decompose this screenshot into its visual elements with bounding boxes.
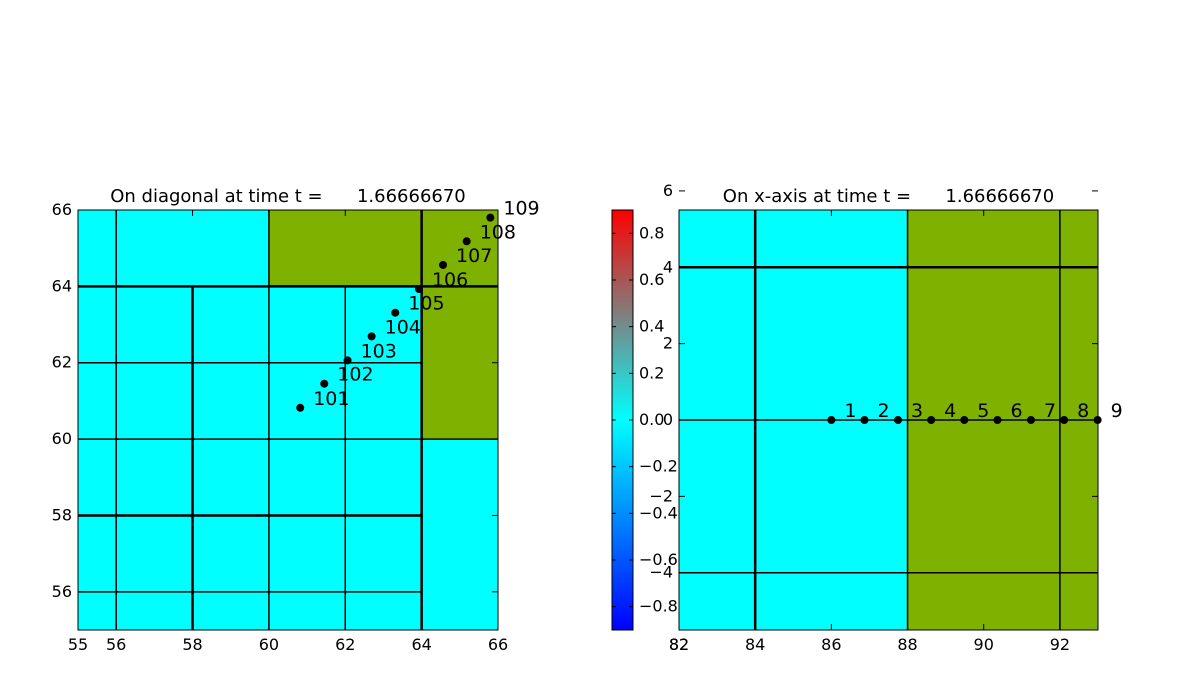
data-point [993, 416, 1002, 424]
grid-region [421, 210, 498, 287]
point-label: 106 [432, 269, 468, 291]
colorbar: −0.8 −0.6 −0.4 −0.2 0.0 0.2 0.4 0.6 0.8 [611, 209, 678, 631]
data-point [439, 260, 448, 269]
x-tick-label: 90 [974, 635, 994, 654]
y-tick-label: 62 [52, 353, 72, 372]
grid-region [421, 439, 498, 630]
grid-region [78, 286, 422, 630]
data-point [894, 416, 903, 424]
colorbar-tick-label: −0.6 [639, 550, 678, 569]
point-label: 1 [844, 400, 856, 422]
x-tick-label: 60 [259, 635, 279, 654]
data-point [486, 213, 495, 222]
grid-region [78, 210, 269, 287]
x-tick-label: 58 [182, 635, 202, 654]
data-point [414, 285, 423, 294]
data-point [1093, 416, 1102, 424]
y-tick-label: −2 [649, 486, 673, 505]
y-tick-label: 56 [52, 582, 72, 601]
y-tick-label: 2 [663, 334, 673, 353]
x-tick-label-min: 55 [68, 635, 88, 654]
diagonal-chart: 56 58 60 62 64 66 55 56 58 60 62 64 66 On diagonal at… [52, 186, 540, 654]
point-label: 109 [503, 198, 539, 220]
point-label: 4 [944, 400, 956, 422]
point-label: 108 [480, 221, 516, 243]
data-point [860, 416, 869, 424]
colorbar-tick-label: −0.8 [639, 597, 678, 616]
x-tick-label-min: 82 [669, 635, 689, 654]
grid-region [421, 286, 498, 440]
x-tick-label: 86 [821, 635, 841, 654]
point-label: 102 [337, 364, 373, 386]
chart-title: On x-axis at time t = 1.66666670 [723, 186, 1054, 207]
colorbar-tick-label: 0.4 [639, 317, 664, 336]
chart-title: On diagonal at time t = 1.66666670 [110, 186, 466, 207]
data-point [1060, 416, 1069, 424]
data-point [296, 403, 305, 412]
y-tick-label: 58 [52, 505, 72, 524]
data-point [927, 416, 936, 424]
y-tick-label: 4 [663, 257, 673, 276]
y-tick-label: 0 [663, 410, 673, 429]
data-point [960, 416, 969, 424]
point-label: 101 [313, 388, 349, 410]
point-label: 104 [385, 316, 421, 338]
data-point [462, 237, 471, 246]
data-point [391, 308, 400, 317]
x-tick-label: 88 [897, 635, 917, 654]
point-label: 7 [1044, 400, 1056, 422]
y-tick-label: −4 [649, 563, 673, 582]
grid-region [268, 210, 422, 287]
y-tick-label: 6 [663, 181, 673, 200]
axes-frame [77, 209, 499, 631]
point-label: 9 [1111, 400, 1123, 422]
point-label: 105 [408, 293, 444, 315]
data-point [1026, 416, 1035, 424]
point-label: 3 [911, 400, 923, 422]
data-point [367, 332, 376, 341]
x-tick-label: 64 [411, 635, 431, 654]
data-point [827, 416, 836, 424]
colorbar-tick-label: 0.6 [639, 270, 664, 289]
point-label: 107 [456, 245, 492, 267]
point-label: 6 [1010, 400, 1022, 422]
colorbar-tick-label: 0.8 [639, 223, 664, 242]
point-label: 2 [878, 400, 890, 422]
y-tick-label: 64 [52, 276, 72, 295]
colorbar-tick-label: 0.2 [639, 363, 664, 382]
point-label: 103 [361, 340, 397, 362]
data-point [343, 356, 352, 365]
x-tick-label: 62 [335, 635, 355, 654]
x-tick-label: 56 [106, 635, 126, 654]
colorbar-tick-label: −0.2 [639, 457, 678, 476]
data-point [320, 379, 329, 388]
y-tick-label: 66 [52, 200, 72, 219]
colorbar-tick-label: −0.4 [639, 503, 678, 522]
x-tick-label: 84 [745, 635, 765, 654]
x-tick-label: 92 [1050, 635, 1070, 654]
colorbar-tick-label: 0.0 [639, 410, 664, 429]
x-tick-label: 66 [488, 635, 508, 654]
y-tick-label: 60 [52, 429, 72, 448]
x-tick-label: 82 [669, 635, 689, 654]
point-label: 5 [977, 400, 989, 422]
point-label: 8 [1077, 400, 1089, 422]
